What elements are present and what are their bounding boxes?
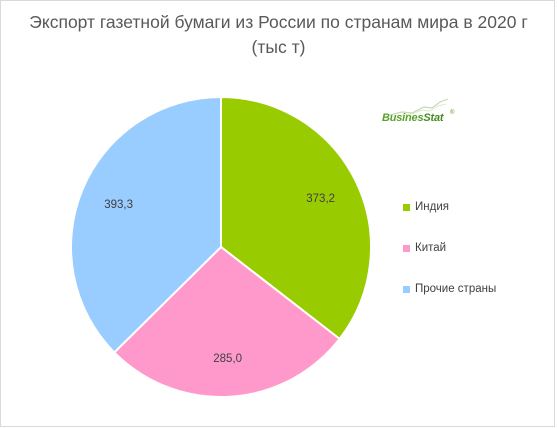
chart-legend: Индия Китай Прочие страны (403, 198, 553, 321)
rising-line-chart-logo-icon (389, 98, 449, 116)
chart-title: Экспорт газетной бумаги из России по стр… (0, 10, 557, 60)
logo-text-part2: Stat (423, 112, 444, 124)
pie-slices (70, 95, 372, 398)
logo-registered-mark: ® (450, 110, 455, 116)
legend-label: Индия (415, 201, 449, 213)
legend-item-1: Индия (403, 198, 553, 216)
pie-slice-1 (220, 95, 372, 341)
legend-label: Прочие страны (415, 283, 497, 295)
pie-slice-2 (112, 245, 341, 398)
businessstat-logo: BusinesStat ® (382, 98, 457, 128)
data-label-2: 285,0 (213, 353, 242, 365)
logo-text-part1: Busines (382, 112, 424, 124)
legend-swatch (403, 285, 410, 293)
legend-swatch (403, 244, 410, 252)
legend-label: Китай (415, 242, 447, 254)
data-label-3: 393,3 (104, 199, 133, 211)
legend-item-3: Прочие страны (403, 280, 553, 298)
legend-swatch (403, 203, 410, 211)
data-label-1: 373,2 (306, 193, 335, 205)
pie-slice-3 (70, 95, 222, 354)
pie-data-labels: 373,2 285,0 393,3 (104, 193, 335, 365)
chart-title-line1: Экспорт газетной бумаги из России по стр… (29, 12, 528, 32)
logo-text: BusinesStat (382, 112, 444, 124)
chart-title-line2: (тыс т) (251, 37, 306, 57)
legend-item-2: Китай (403, 239, 553, 257)
